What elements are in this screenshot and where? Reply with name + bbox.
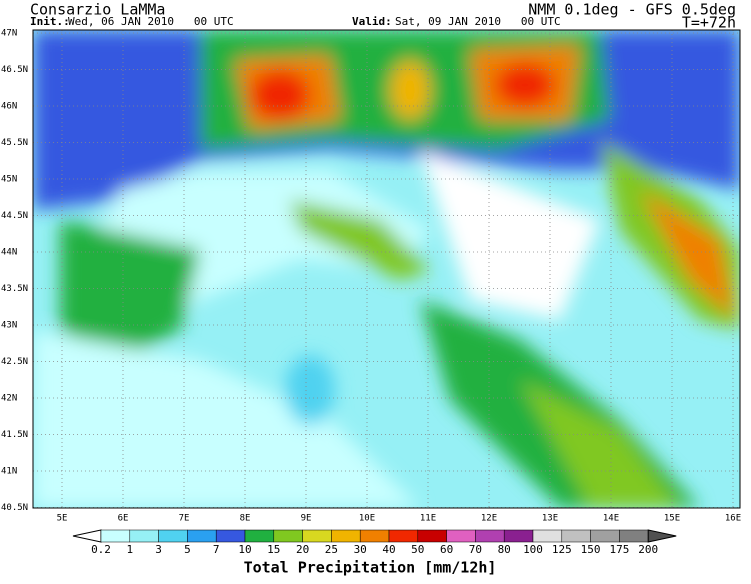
legend-swatch [244, 529, 275, 543]
precip-field [33, 30, 740, 508]
legend-swatch [158, 529, 188, 543]
legend-swatch [215, 529, 246, 543]
legend-tick: 175 [609, 543, 629, 556]
legend-tick: 30 [354, 543, 367, 556]
legend-swatch [561, 529, 591, 543]
legend-swatch [302, 529, 332, 543]
legend-tick: 40 [382, 543, 395, 556]
lat-label: 46.5N [1, 65, 28, 75]
legend-tick: 5 [184, 543, 191, 556]
legend-tick: 1 [126, 543, 133, 556]
init-value: Wed, 06 JAN 2010 00 UTC [68, 15, 234, 28]
map-frame [32, 29, 741, 509]
legend-tick: 15 [267, 543, 280, 556]
legend-tick: 70 [469, 543, 482, 556]
legend-swatch [475, 529, 505, 543]
lon-label: 13E [542, 514, 558, 524]
legend-swatch [417, 529, 447, 543]
legend-swatch [590, 529, 620, 543]
title: Consarzio LaMMa [30, 1, 165, 19]
legend-tick: 125 [552, 543, 572, 556]
lat-label: 41.5N [1, 430, 28, 440]
legend-title: Total Precipitation [mm/12h] [244, 559, 497, 577]
legend-tick: 80 [498, 543, 511, 556]
init-label: Init.: [30, 15, 70, 28]
legend-tick: 10 [238, 543, 251, 556]
legend-tick: 50 [411, 543, 424, 556]
lat-label: 44N [1, 248, 17, 258]
lon-label: 9E [301, 514, 312, 524]
lat-label: 46N [1, 102, 17, 112]
lon-label: 15E [664, 514, 680, 524]
lon-label: 5E [57, 514, 68, 524]
legend-swatch [187, 529, 217, 543]
legend-swatch [503, 529, 534, 543]
lon-label: 8E [240, 514, 251, 524]
legend-swatch [619, 529, 649, 543]
valid-label: Valid: [352, 15, 392, 28]
legend-tick: 150 [581, 543, 601, 556]
lat-label: 40.5N [1, 503, 28, 513]
lon-label: 11E [420, 514, 436, 524]
lon-label: 16E [725, 514, 741, 524]
legend-swatch [359, 529, 390, 543]
lat-label: 44.5N [1, 211, 28, 221]
legend-tick: 7 [213, 543, 220, 556]
lon-label: 14E [603, 514, 619, 524]
legend-tick: 0.2 [91, 543, 111, 556]
lead-time: T=+72h [682, 14, 736, 32]
legend-tick: 25 [325, 543, 338, 556]
valid-value: Sat, 09 JAN 2010 00 UTC [395, 15, 561, 28]
lat-label: 45N [1, 175, 17, 185]
legend-swatch [388, 529, 419, 543]
lat-label: 47N [1, 29, 17, 39]
lat-label: 43.5N [1, 284, 28, 294]
legend-swatch [532, 529, 563, 543]
lon-label: 10E [359, 514, 375, 524]
legend-tick: 3 [155, 543, 162, 556]
legend-tick: 20 [296, 543, 309, 556]
lon-label: 6E [118, 514, 129, 524]
legend-arrow [72, 529, 102, 543]
legend-tick: 60 [440, 543, 453, 556]
lat-label: 43N [1, 321, 17, 331]
lat-label: 41N [1, 467, 17, 477]
lon-label: 7E [179, 514, 190, 524]
legend-tick: 200 [638, 543, 658, 556]
legend-swatch [331, 529, 361, 543]
legend-swatch [100, 529, 131, 543]
lon-label: 12E [481, 514, 497, 524]
legend-swatch [129, 529, 159, 543]
lat-label: 42.5N [1, 357, 28, 367]
lat-label: 42N [1, 394, 17, 404]
legend-arrow [647, 529, 677, 543]
legend-swatch [273, 529, 303, 543]
lat-label: 45.5N [1, 138, 28, 148]
legend-tick: 100 [523, 543, 543, 556]
model: NMM 0.1deg - GFS 0.5deg [528, 1, 736, 19]
legend-swatch [446, 529, 476, 543]
